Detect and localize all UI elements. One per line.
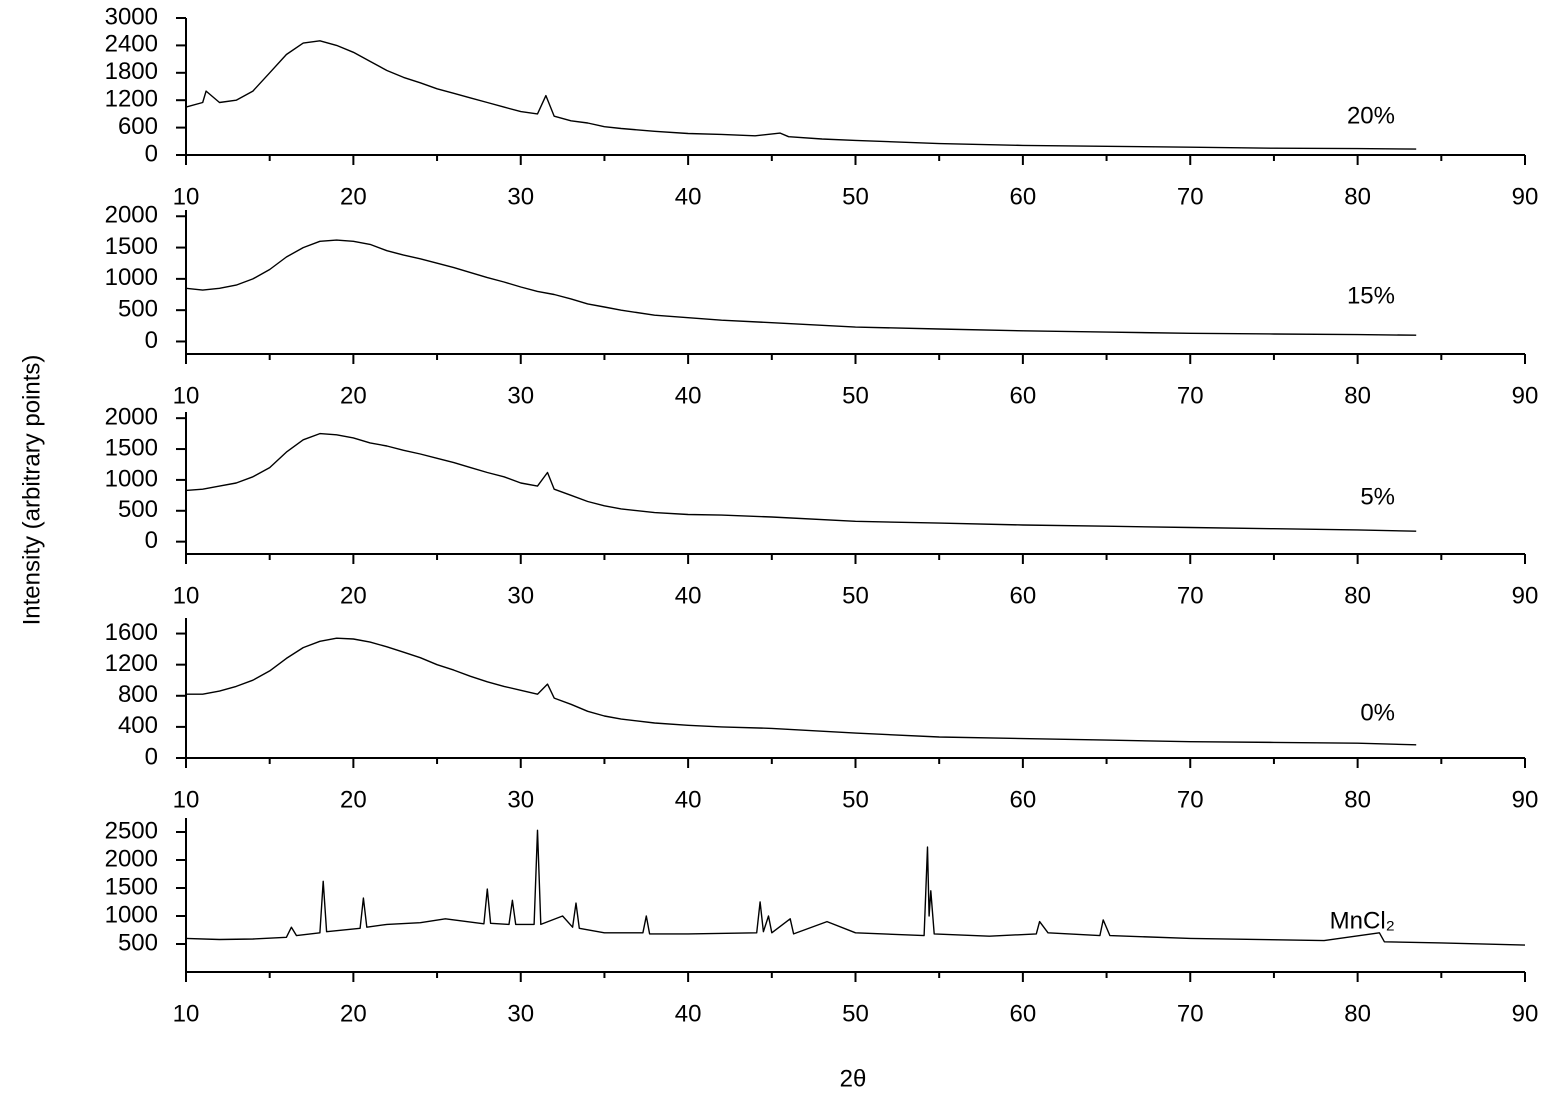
x-tick-label: 30 xyxy=(507,582,534,609)
x-tick-label: 10 xyxy=(173,786,200,813)
x-tick-label: 20 xyxy=(340,582,367,609)
x-tick-label: 20 xyxy=(340,1000,367,1027)
x-tick-label: 40 xyxy=(675,786,702,813)
x-tick-label: 70 xyxy=(1177,1000,1204,1027)
x-tick-label: 40 xyxy=(675,183,702,210)
y-tick-label: 2400 xyxy=(105,31,158,58)
y-tick-label: 2500 xyxy=(105,817,158,844)
x-tick-label: 70 xyxy=(1177,786,1204,813)
x-tick-label: 10 xyxy=(173,582,200,609)
y-tick-label: 1200 xyxy=(105,86,158,113)
x-tick-label: 10 xyxy=(173,382,200,409)
x-tick-label: 20 xyxy=(340,183,367,210)
y-tick-label: 1600 xyxy=(105,619,158,646)
x-tick-label: 60 xyxy=(1010,1000,1037,1027)
x-tick-label: 60 xyxy=(1010,582,1037,609)
x-tick-label: 70 xyxy=(1177,582,1204,609)
y-tick-label: 1000 xyxy=(105,465,158,492)
x-tick-label: 30 xyxy=(507,382,534,409)
series-label: 0% xyxy=(1360,699,1395,726)
x-tick-label: 80 xyxy=(1344,786,1371,813)
x-tick-label: 20 xyxy=(340,786,367,813)
x-tick-label: 60 xyxy=(1010,382,1037,409)
x-tick-label: 90 xyxy=(1512,786,1539,813)
y-tick-label: 1000 xyxy=(105,901,158,928)
y-tick-label: 0 xyxy=(145,140,158,167)
y-tick-label: 0 xyxy=(145,743,158,770)
y-tick-label: 1500 xyxy=(105,233,158,260)
series-label: MnCl₂ xyxy=(1330,907,1395,934)
xrd-line xyxy=(185,239,1417,336)
x-tick-label: 90 xyxy=(1512,582,1539,609)
x-tick-label: 90 xyxy=(1512,1000,1539,1027)
xrd-line xyxy=(185,40,1417,150)
y-axis-title: Intensity (arbitrary points) xyxy=(18,355,45,626)
y-tick-label: 500 xyxy=(118,929,158,956)
y-tick-label: 1500 xyxy=(105,873,158,900)
x-tick-label: 80 xyxy=(1344,582,1371,609)
y-tick-label: 2000 xyxy=(105,202,158,229)
x-tick-label: 50 xyxy=(842,382,869,409)
x-tick-label: 90 xyxy=(1512,183,1539,210)
x-tick-label: 50 xyxy=(842,582,869,609)
x-tick-label: 80 xyxy=(1344,183,1371,210)
x-tick-label: 90 xyxy=(1512,382,1539,409)
x-tick-label: 50 xyxy=(842,786,869,813)
x-tick-label: 20 xyxy=(340,382,367,409)
x-tick-label: 70 xyxy=(1177,183,1204,210)
y-tick-label: 1000 xyxy=(105,264,158,291)
series-label: 20% xyxy=(1347,102,1395,129)
x-tick-label: 80 xyxy=(1344,1000,1371,1027)
y-tick-label: 500 xyxy=(118,496,158,523)
x-tick-label: 50 xyxy=(842,183,869,210)
x-tick-label: 40 xyxy=(675,582,702,609)
x-tick-label: 30 xyxy=(507,1000,534,1027)
x-tick-label: 30 xyxy=(507,183,534,210)
x-tick-label: 40 xyxy=(675,382,702,409)
x-tick-label: 80 xyxy=(1344,382,1371,409)
x-tick-label: 60 xyxy=(1010,183,1037,210)
y-tick-label: 500 xyxy=(118,296,158,323)
xrd-line xyxy=(186,637,1417,746)
y-tick-label: 3000 xyxy=(105,3,158,30)
x-tick-label: 60 xyxy=(1010,786,1037,813)
x-tick-label: 30 xyxy=(507,786,534,813)
y-tick-label: 600 xyxy=(118,113,158,140)
series-label: 5% xyxy=(1360,483,1395,510)
y-tick-label: 400 xyxy=(118,712,158,739)
y-tick-label: 1200 xyxy=(105,650,158,677)
y-tick-label: 1800 xyxy=(105,58,158,85)
x-tick-label: 70 xyxy=(1177,382,1204,409)
y-tick-label: 1500 xyxy=(105,434,158,461)
y-tick-label: 2000 xyxy=(105,845,158,872)
y-tick-label: 2000 xyxy=(105,404,158,431)
x-tick-label: 50 xyxy=(842,1000,869,1027)
x-tick-label: 40 xyxy=(675,1000,702,1027)
x-tick-label: 10 xyxy=(173,1000,200,1027)
xrd-line xyxy=(185,432,1417,532)
series-label: 15% xyxy=(1347,282,1395,309)
x-tick-label: 10 xyxy=(173,183,200,210)
y-tick-label: 0 xyxy=(145,327,158,354)
y-tick-label: 0 xyxy=(145,527,158,554)
x-axis-title: 2θ xyxy=(840,1065,867,1092)
xrd-line xyxy=(185,829,1526,946)
y-tick-label: 800 xyxy=(118,681,158,708)
